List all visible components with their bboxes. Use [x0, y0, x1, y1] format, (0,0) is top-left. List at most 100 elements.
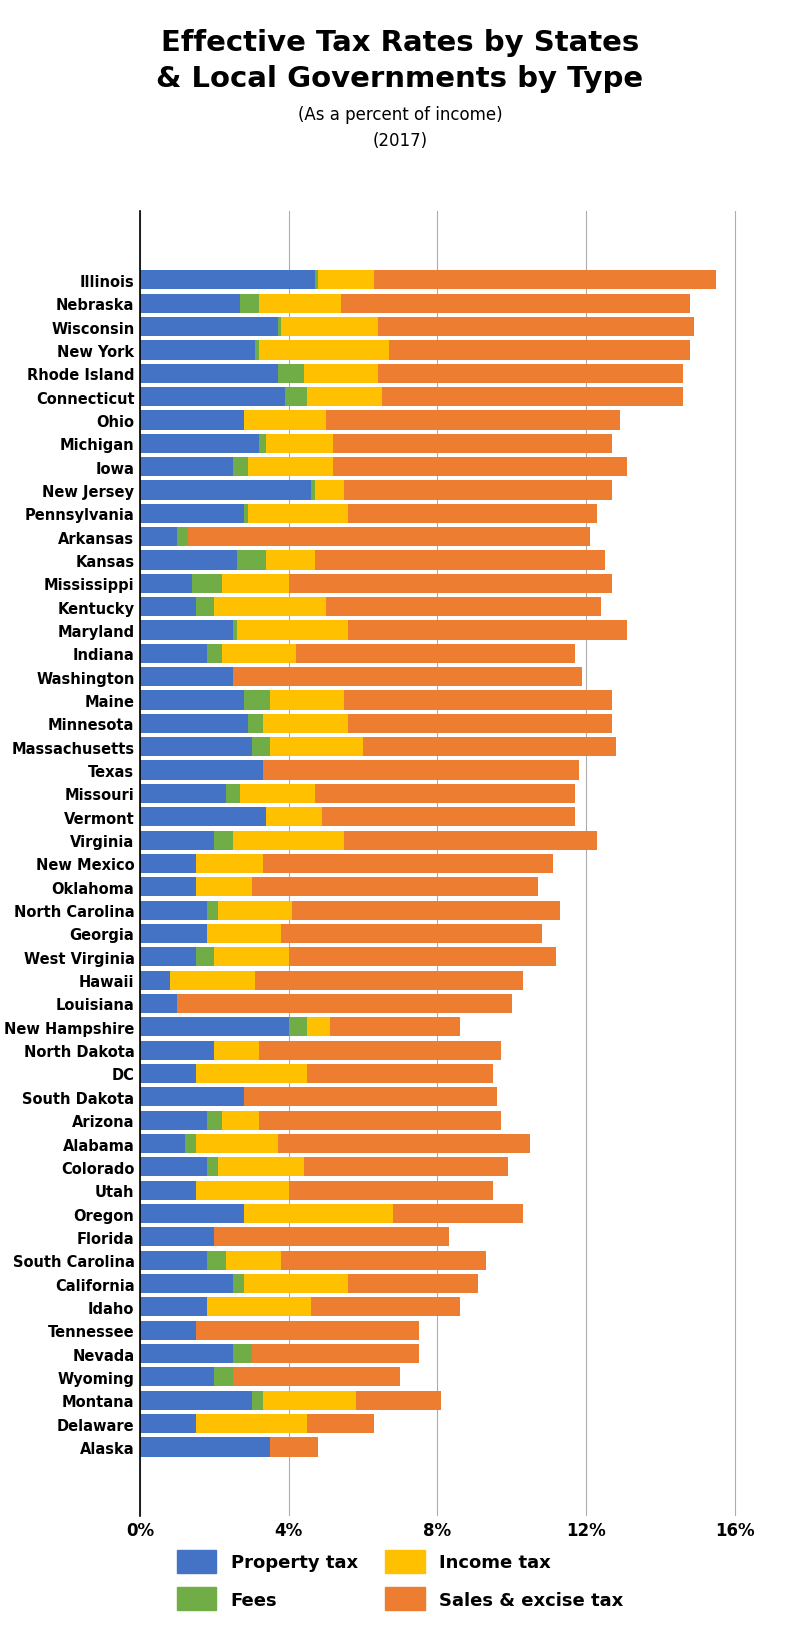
Bar [214, 1368, 233, 1387]
Bar [140, 271, 314, 290]
Bar [196, 947, 214, 967]
Bar [348, 714, 612, 734]
Bar [266, 808, 322, 826]
Bar [282, 1250, 486, 1270]
Bar [259, 295, 341, 313]
Bar [177, 528, 188, 548]
Bar [348, 1275, 478, 1293]
Bar [140, 1368, 214, 1387]
Bar [196, 1064, 307, 1084]
Bar [218, 1157, 303, 1177]
Bar [140, 1064, 196, 1084]
Bar [140, 621, 233, 641]
Bar [330, 1017, 460, 1037]
Bar [262, 854, 553, 874]
Bar [196, 854, 262, 874]
Bar [140, 644, 207, 663]
Bar [259, 435, 266, 453]
Bar [378, 365, 682, 383]
Bar [255, 341, 259, 360]
Bar [140, 1017, 289, 1037]
Bar [140, 1042, 214, 1060]
Bar [140, 1134, 185, 1154]
Bar [237, 551, 266, 570]
Bar [140, 1087, 244, 1107]
Bar [140, 668, 233, 686]
Bar [214, 1042, 259, 1060]
Bar [140, 528, 177, 548]
Bar [282, 318, 378, 337]
Bar [289, 574, 612, 593]
Bar [326, 411, 619, 430]
Bar [285, 388, 307, 408]
Bar [140, 1390, 251, 1410]
Bar [244, 411, 326, 430]
Bar [326, 598, 601, 616]
Bar [314, 271, 318, 290]
Bar [214, 598, 326, 616]
Bar [226, 784, 240, 804]
Legend: Property tax, Fees, Income tax, Sales & excise tax: Property tax, Fees, Income tax, Sales & … [170, 1542, 630, 1617]
Bar [207, 1297, 311, 1317]
Bar [140, 924, 207, 944]
Bar [270, 738, 363, 756]
Bar [177, 994, 512, 1014]
Bar [207, 1112, 222, 1130]
Bar [214, 1227, 449, 1247]
Text: (2017): (2017) [373, 132, 427, 150]
Bar [251, 738, 270, 756]
Bar [140, 481, 311, 500]
Bar [140, 1157, 207, 1177]
Bar [140, 598, 196, 616]
Bar [363, 738, 616, 756]
Bar [289, 947, 556, 967]
Bar [140, 341, 255, 360]
Bar [207, 901, 218, 919]
Bar [140, 901, 207, 919]
Bar [196, 877, 251, 897]
Bar [378, 318, 694, 337]
Bar [248, 504, 348, 523]
Bar [278, 365, 303, 383]
Bar [282, 924, 542, 944]
Bar [207, 924, 282, 944]
Bar [334, 435, 612, 453]
Bar [262, 714, 348, 734]
Bar [262, 1390, 356, 1410]
Bar [140, 1112, 207, 1130]
Bar [140, 1227, 214, 1247]
Bar [226, 1250, 282, 1270]
Bar [140, 784, 226, 804]
Bar [307, 1415, 374, 1433]
Bar [259, 1112, 501, 1130]
Bar [259, 341, 389, 360]
Bar [140, 971, 170, 989]
Bar [345, 481, 612, 500]
Bar [303, 365, 378, 383]
Bar [233, 1368, 400, 1387]
Bar [140, 318, 278, 337]
Bar [140, 295, 240, 313]
Bar [207, 644, 222, 663]
Bar [345, 831, 598, 851]
Bar [196, 1180, 289, 1200]
Bar [244, 691, 270, 711]
Bar [140, 1345, 233, 1363]
Bar [140, 691, 244, 711]
Bar [266, 551, 314, 570]
Bar [140, 808, 266, 826]
Bar [374, 271, 716, 290]
Bar [140, 388, 285, 408]
Bar [140, 714, 248, 734]
Bar [270, 1438, 318, 1457]
Bar [259, 1042, 501, 1060]
Bar [140, 1415, 196, 1433]
Bar [140, 761, 262, 781]
Bar [140, 738, 251, 756]
Bar [251, 1345, 419, 1363]
Bar [140, 1275, 233, 1293]
Bar [196, 1415, 307, 1433]
Bar [170, 971, 255, 989]
Bar [140, 1205, 244, 1224]
Bar [348, 621, 627, 641]
